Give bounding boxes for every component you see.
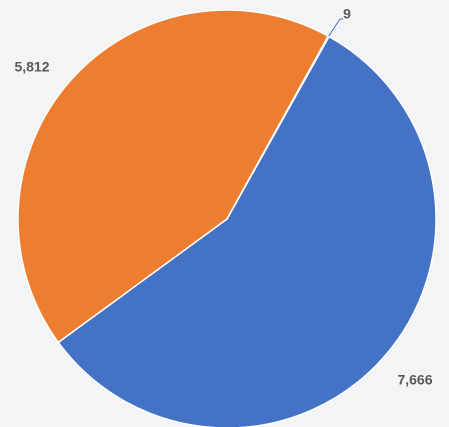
pie-slice: [17, 9, 330, 344]
pie-slice: [57, 35, 437, 427]
data-label: 5,812: [14, 59, 49, 75]
leader-line: [328, 18, 343, 37]
data-label: 9: [343, 6, 351, 22]
data-label: 7,666: [397, 372, 432, 388]
